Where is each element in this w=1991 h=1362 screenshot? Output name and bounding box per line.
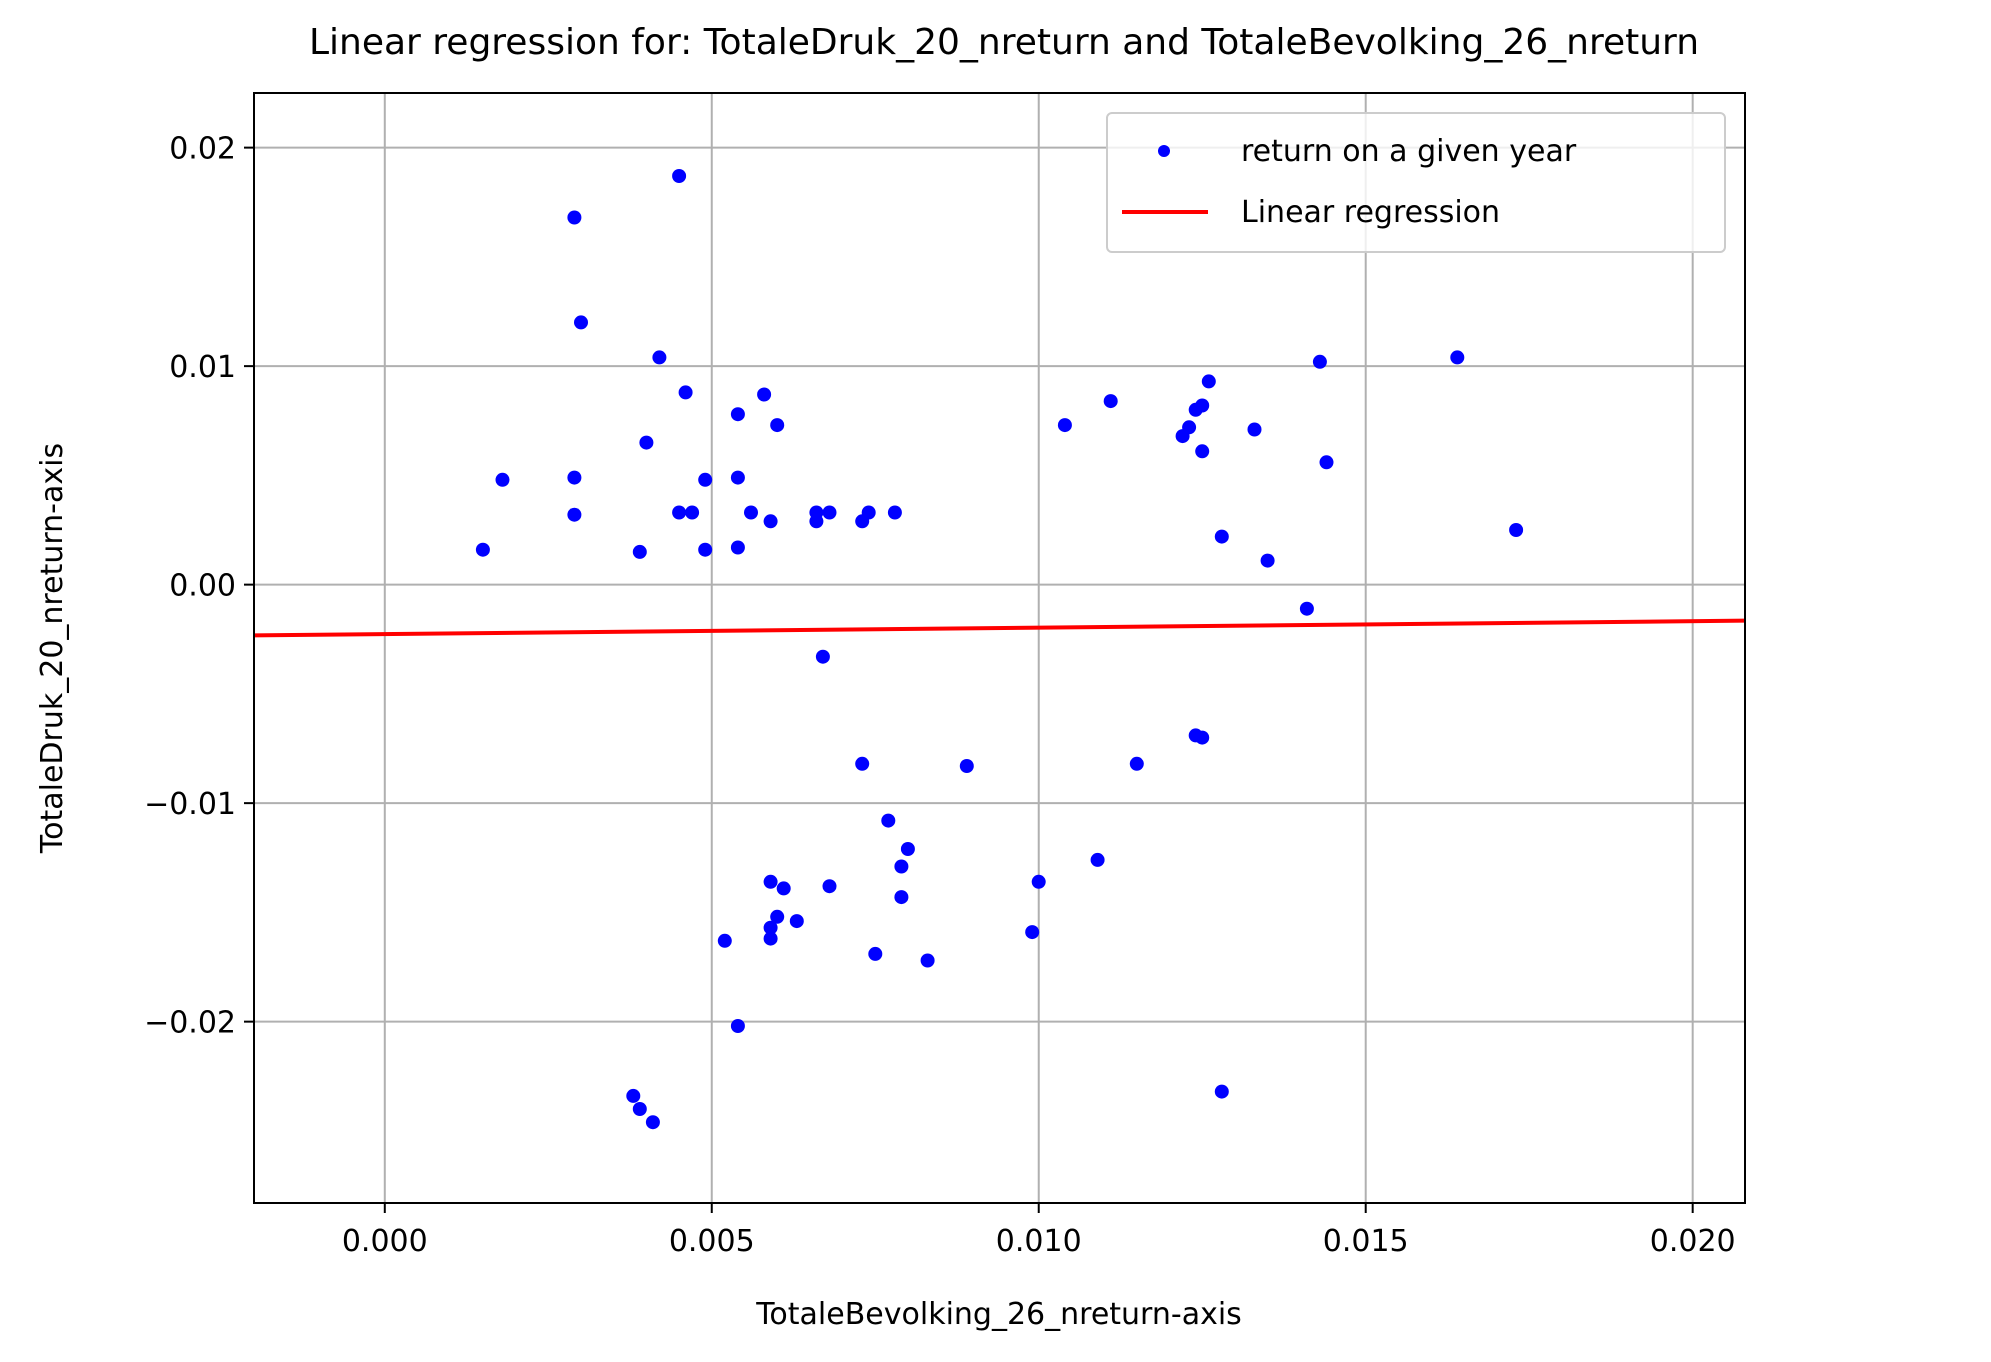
scatter-point <box>1260 553 1275 568</box>
chart-title: Linear regression for: TotaleDruk_20_nre… <box>309 22 1699 63</box>
scatter-point <box>861 505 876 520</box>
scatter-point <box>789 914 804 929</box>
scatter-point <box>776 881 791 896</box>
scatter-point <box>1195 398 1210 413</box>
scatter-point <box>809 514 824 529</box>
legend-label-scatter: return on a given year <box>1241 134 1577 169</box>
scatter-point <box>1299 601 1314 616</box>
scatter-point <box>822 879 837 894</box>
scatter-point <box>1031 874 1046 889</box>
y-tick-label: 0.00 <box>169 569 236 604</box>
scatter-point <box>815 649 830 664</box>
scatter-point <box>763 514 778 529</box>
scatter-point <box>652 350 667 365</box>
scatter-point <box>567 210 582 225</box>
y-tick-label: −0.02 <box>144 1006 236 1041</box>
scatter-point <box>626 1088 641 1103</box>
scatter-point <box>475 542 490 557</box>
scatter-point <box>822 505 837 520</box>
scatter-point <box>959 759 974 773</box>
scatter-point <box>1182 420 1197 435</box>
scatter-point <box>757 387 772 402</box>
scatter-point <box>920 953 935 968</box>
scatter-point <box>763 874 778 889</box>
scatter-point <box>678 385 693 400</box>
scatter-point <box>1195 730 1210 745</box>
scatter-point <box>567 470 582 485</box>
x-tick-label: 0.005 <box>669 1224 755 1259</box>
scatter-point <box>1057 418 1072 433</box>
y-tick-label: 0.01 <box>169 350 236 385</box>
scatter-point <box>645 1115 660 1130</box>
x-tick-label: 0.000 <box>342 1224 428 1259</box>
scatter-point <box>1312 354 1327 369</box>
scatter-point <box>495 472 510 487</box>
legend-box <box>1106 112 1726 253</box>
scatter-point <box>698 472 713 487</box>
scatter-point <box>763 920 778 935</box>
scatter-point <box>730 470 745 485</box>
plot-frame <box>253 92 1746 1204</box>
scatter-point <box>1090 852 1105 867</box>
scatter-point <box>900 842 915 856</box>
legend-label-line: Linear regression <box>1241 195 1500 230</box>
scatter-point <box>685 505 700 520</box>
scatter-point <box>1214 529 1229 544</box>
scatter-point <box>1103 394 1118 409</box>
scatter-point <box>672 505 687 520</box>
x-tick-label: 0.020 <box>1650 1224 1736 1259</box>
scatter-point <box>1201 374 1216 389</box>
scatter-point <box>770 418 785 433</box>
scatter-point <box>887 505 902 520</box>
scatter-series <box>475 169 1524 1130</box>
scatter-point <box>717 933 732 948</box>
y-axis-label: TotaleDruk_20_nreturn-axis <box>35 443 70 854</box>
scatter-point <box>855 756 870 771</box>
scatter-point <box>730 407 745 422</box>
scatter-point <box>1214 1084 1229 1099</box>
scatter-point <box>639 435 654 450</box>
scatter-point <box>1247 422 1262 437</box>
scatter-point <box>730 540 745 555</box>
scatter-point <box>1129 756 1144 771</box>
x-tick-label: 0.010 <box>996 1224 1082 1259</box>
scatter-point <box>770 909 785 924</box>
scatter-point <box>574 315 588 330</box>
scatter-point <box>632 544 647 559</box>
scatter-point <box>744 505 758 520</box>
scatter-point <box>1025 925 1040 940</box>
scatter-point <box>1195 444 1210 459</box>
scatter-point <box>881 813 896 828</box>
scatter-point <box>672 169 687 183</box>
x-tick-label: 0.015 <box>1323 1224 1409 1259</box>
legend-marker-scatter <box>1158 145 1170 157</box>
scatter-point <box>763 931 778 946</box>
scatter-point <box>894 890 909 905</box>
regression-series <box>253 618 1746 638</box>
scatter-point <box>1319 455 1334 470</box>
x-axis: 0.000 0.005 0.010 0.015 0.020 <box>342 1203 1736 1259</box>
scatter-point <box>632 1102 647 1116</box>
legend: return on a given year Linear regression <box>1106 112 1726 253</box>
x-axis-label: TotaleBevolking_26_nreturn-axis <box>755 1297 1242 1332</box>
scatter-point <box>1450 350 1465 365</box>
regression-line <box>253 618 1746 638</box>
scatter-point <box>698 542 713 557</box>
y-tick-label: 0.02 <box>169 132 236 167</box>
y-tick-label: −0.01 <box>144 787 236 822</box>
scatter-point <box>868 946 883 961</box>
scatter-point <box>894 859 909 874</box>
scatter-point <box>1509 523 1524 537</box>
y-axis: −0.02 −0.01 0.00 0.01 0.02 <box>144 132 254 1041</box>
scatter-point <box>730 1019 745 1033</box>
scatter-point <box>567 507 582 522</box>
